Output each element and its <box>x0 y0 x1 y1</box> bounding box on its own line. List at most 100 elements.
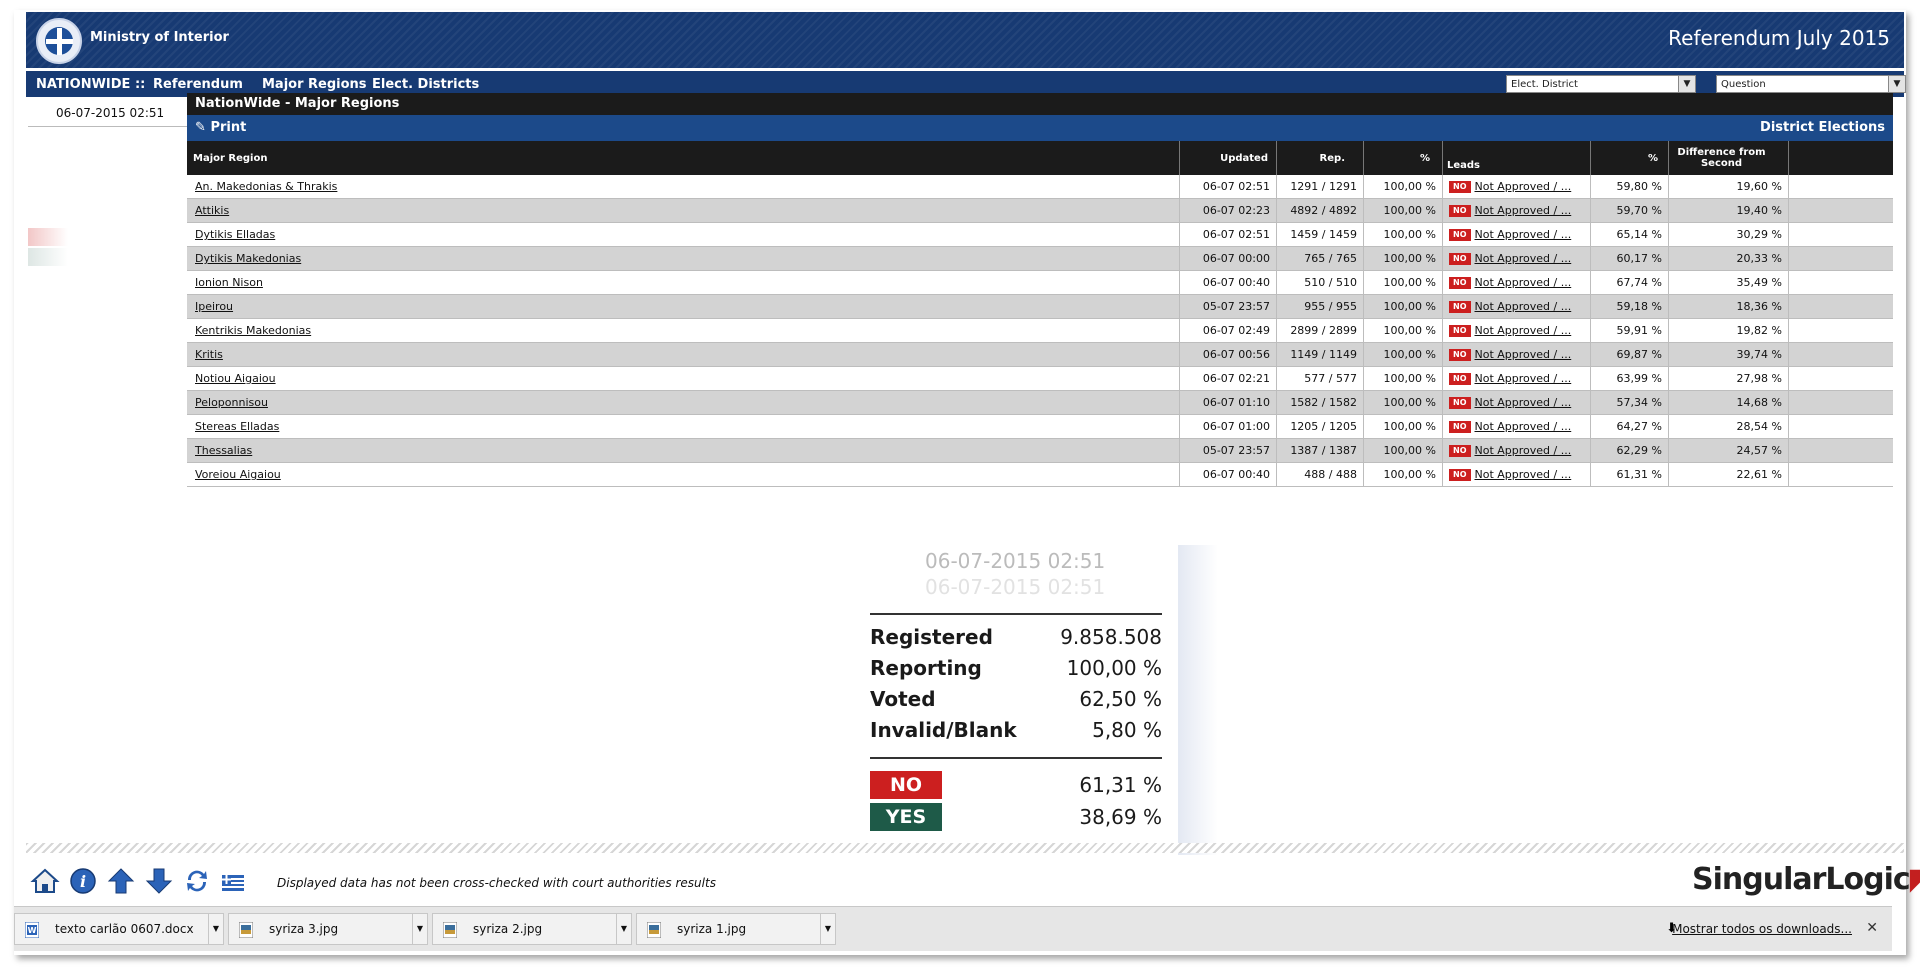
nav-referendum[interactable]: Referendum <box>153 77 243 92</box>
svg-text:i: i <box>80 872 86 891</box>
lead-link[interactable]: Not Approved / ... <box>1474 348 1572 361</box>
download-item-jpg[interactable]: syriza 2.jpg ▼ <box>432 913 632 945</box>
cell-updated: 06-07 02:23 <box>1180 199 1277 223</box>
chevron-down-icon[interactable]: ▼ <box>412 914 427 944</box>
cell-pct: 100,00 % <box>1364 295 1443 319</box>
close-icon[interactable]: ✕ <box>1866 920 1878 936</box>
cell-updated: 05-07 23:57 <box>1180 439 1277 463</box>
home-icon[interactable] <box>30 866 60 896</box>
col-leads: Leads <box>1443 141 1591 175</box>
nav-elect-districts[interactable]: Elect. Districts <box>372 77 480 92</box>
cell-diff: 20,33 % <box>1669 247 1789 271</box>
cell-rep: 488 / 488 <box>1277 463 1364 487</box>
region-link[interactable]: Voreiou Aigaiou <box>187 463 1180 487</box>
cell-updated: 06-07 00:56 <box>1180 343 1277 367</box>
summary-date-ghost: 06-07-2015 02:51 <box>925 575 1106 599</box>
no-badge: NO <box>1449 445 1471 457</box>
nav-nationwide[interactable]: NATIONWIDE :: <box>36 77 146 92</box>
stat-label: Voted <box>870 687 936 711</box>
downloads-shelf: W texto carlão 0607.docx ▼ syriza 3.jpg … <box>14 906 1892 951</box>
download-item-jpg[interactable]: syriza 1.jpg ▼ <box>636 913 836 945</box>
region-link[interactable]: Dytikis Makedonias <box>187 247 1180 271</box>
show-all-downloads-link[interactable]: Mostrar todos os downloads... <box>1672 922 1852 936</box>
cell-lead-pct: 59,91 % <box>1591 319 1669 343</box>
region-link[interactable]: Kritis <box>187 343 1180 367</box>
stat-label: Reporting <box>870 656 982 680</box>
region-link[interactable]: Peloponnisou <box>187 391 1180 415</box>
lead-link[interactable]: Not Approved / ... <box>1474 468 1572 481</box>
cell-rep: 510 / 510 <box>1277 271 1364 295</box>
cell-pct: 100,00 % <box>1364 463 1443 487</box>
info-icon[interactable]: i <box>68 866 98 896</box>
lead-link[interactable]: Not Approved / ... <box>1474 420 1572 433</box>
cell-rep: 1387 / 1387 <box>1277 439 1364 463</box>
refresh-icon[interactable] <box>182 866 212 896</box>
cell-updated: 06-07 02:21 <box>1180 367 1277 391</box>
lead-link[interactable]: Not Approved / ... <box>1474 300 1572 313</box>
cell-rep: 1582 / 1582 <box>1277 391 1364 415</box>
print-label: Print <box>210 120 247 135</box>
cell-lead-pct: 65,14 % <box>1591 223 1669 247</box>
lead-link[interactable]: Not Approved / ... <box>1474 396 1572 409</box>
region-link[interactable]: Ionion Nison <box>187 271 1180 295</box>
region-link[interactable]: Thessalias <box>187 439 1180 463</box>
summary-date: 06-07-2015 02:51 <box>925 549 1106 573</box>
cell-diff: 19,60 % <box>1669 175 1789 199</box>
chevron-down-icon[interactable]: ▼ <box>208 914 223 944</box>
download-item-jpg[interactable]: syriza 3.jpg ▼ <box>228 913 428 945</box>
cell-pct: 100,00 % <box>1364 343 1443 367</box>
chevron-down-icon: ▼ <box>1678 76 1695 92</box>
region-link[interactable]: Notiou Aigaiou <box>187 367 1180 391</box>
region-link[interactable]: Ipeirou <box>187 295 1180 319</box>
lead-cell: NO Not Approved / ... <box>1443 271 1591 295</box>
lead-link[interactable]: Not Approved / ... <box>1474 252 1572 265</box>
chevron-down-icon[interactable]: ▼ <box>616 914 631 944</box>
lead-link[interactable]: Not Approved / ... <box>1474 228 1572 241</box>
district-elections-link[interactable]: District Elections <box>1760 120 1885 135</box>
nav-major-regions[interactable]: Major Regions <box>262 77 367 92</box>
arrow-down-icon[interactable] <box>144 866 174 896</box>
region-link[interactable]: Dytikis Elladas <box>187 223 1180 247</box>
stat-label: Invalid/Blank <box>870 718 1017 742</box>
table-row: Dytikis Makedonias 06-07 00:00 765 / 765 10… <box>187 247 1893 271</box>
no-badge: NO <box>1449 229 1471 241</box>
lead-link[interactable]: Not Approved / ... <box>1474 204 1572 217</box>
question-select[interactable]: Question ▼ <box>1716 75 1906 93</box>
region-link[interactable]: An. Makedonias & Thrakis <box>187 175 1180 199</box>
cell-pct: 100,00 % <box>1364 319 1443 343</box>
image-file-icon <box>443 922 457 938</box>
table-row: Attikis 06-07 02:23 4892 / 4892 100,00 % NO N… <box>187 199 1893 223</box>
lead-link[interactable]: Not Approved / ... <box>1474 180 1572 193</box>
cell-updated: 06-07 01:10 <box>1180 391 1277 415</box>
arrow-up-icon[interactable] <box>106 866 136 896</box>
stat-value: 62,50 % <box>1079 687 1162 711</box>
panel-title: NationWide - Major Regions <box>187 93 1893 115</box>
cell-rep: 1459 / 1459 <box>1277 223 1364 247</box>
results-panel: NationWide - Major Regions ✎ Print Distr… <box>187 93 1893 487</box>
district-select[interactable]: Elect. District ▼ <box>1506 75 1696 93</box>
cell-updated: 06-07 00:00 <box>1180 247 1277 271</box>
region-link[interactable]: Attikis <box>187 199 1180 223</box>
print-button[interactable]: ✎ Print <box>195 115 246 141</box>
svg-text:W: W <box>28 926 37 935</box>
cell-lead-pct: 57,34 % <box>1591 391 1669 415</box>
image-file-icon <box>239 922 253 938</box>
greek-flag-icon[interactable] <box>222 872 244 894</box>
region-link[interactable]: Kentrikis Makedonias <box>187 319 1180 343</box>
yes-badge: YES <box>870 803 942 831</box>
lead-link[interactable]: Not Approved / ... <box>1474 444 1572 457</box>
region-link[interactable]: Stereas Elladas <box>187 415 1180 439</box>
cell-diff: 30,29 % <box>1669 223 1789 247</box>
summary-zoom: 06-07-2015 02:51 06-07-2015 02:51 Regist… <box>870 545 1170 845</box>
lead-link[interactable]: Not Approved / ... <box>1474 324 1572 337</box>
lead-link[interactable]: Not Approved / ... <box>1474 276 1572 289</box>
cell-diff: 19,40 % <box>1669 199 1789 223</box>
download-filename: syriza 3.jpg <box>269 922 339 936</box>
chevron-down-icon[interactable]: ▼ <box>820 914 835 944</box>
download-item-docx[interactable]: W texto carlão 0607.docx ▼ <box>14 913 224 945</box>
site-header: Ministry of Interior Referendum July 201… <box>26 12 1904 68</box>
table-row: Peloponnisou 06-07 01:10 1582 / 1582 100,00… <box>187 391 1893 415</box>
cell-updated: 06-07 00:40 <box>1180 271 1277 295</box>
cell-lead-pct: 69,87 % <box>1591 343 1669 367</box>
lead-link[interactable]: Not Approved / ... <box>1474 372 1572 385</box>
